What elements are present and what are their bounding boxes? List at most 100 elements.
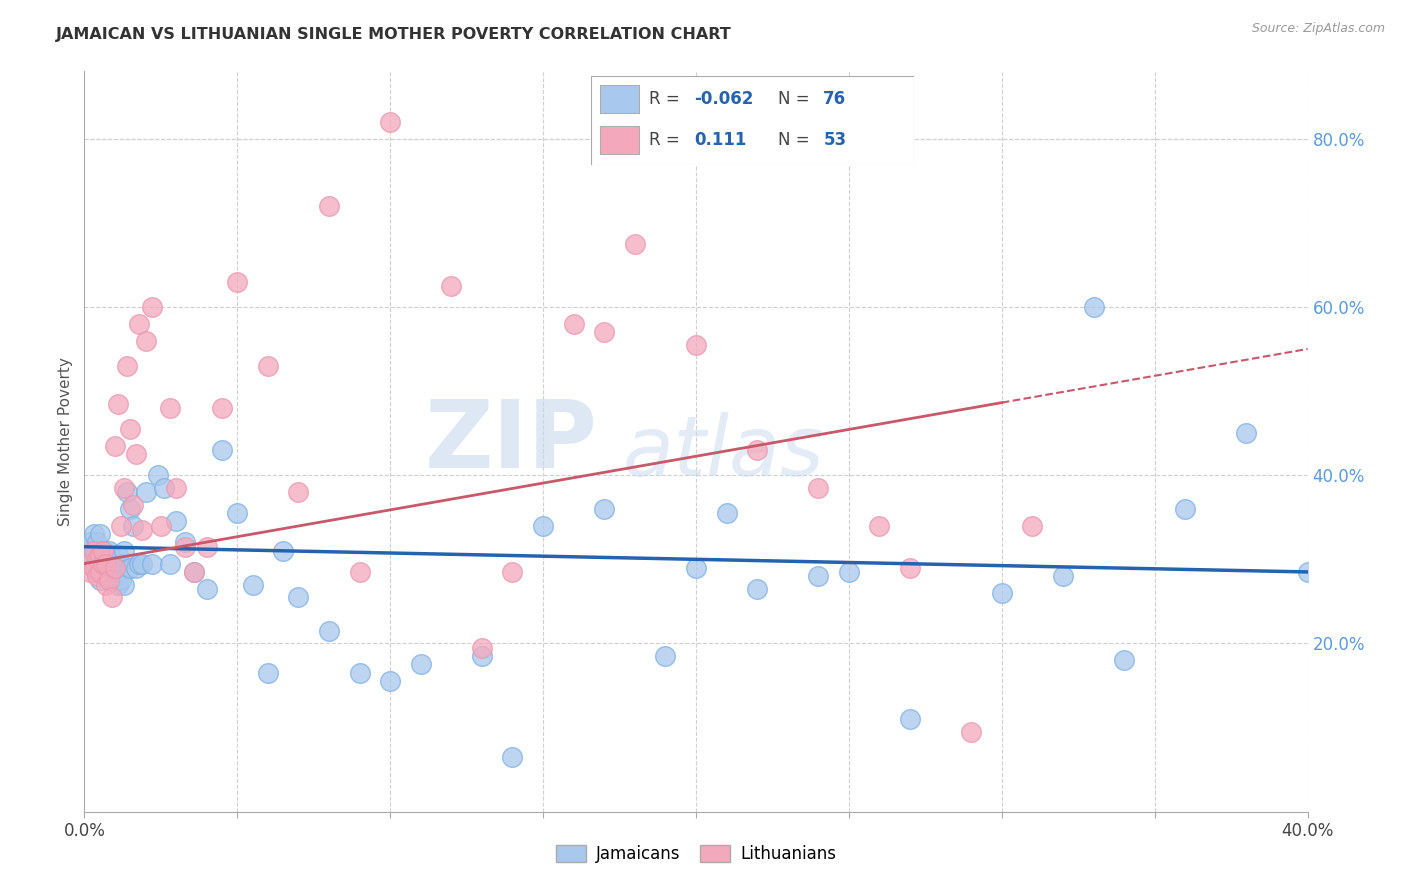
Bar <box>600 126 640 154</box>
Point <box>110 518 132 533</box>
Point <box>1083 300 1105 314</box>
Text: R =: R = <box>648 131 685 149</box>
Point <box>153 481 176 495</box>
Point <box>97 569 120 583</box>
Point <box>654 649 676 664</box>
Text: atlas: atlas <box>623 412 824 493</box>
Point <box>159 401 181 415</box>
Point <box>135 485 157 500</box>
Point <box>440 279 463 293</box>
Point <box>112 481 135 495</box>
Point <box>226 506 249 520</box>
Point <box>101 574 124 588</box>
Point <box>125 447 148 461</box>
Point <box>89 557 111 571</box>
Point <box>898 560 921 574</box>
Point <box>211 401 233 415</box>
Point <box>838 565 860 579</box>
Point <box>122 518 145 533</box>
Point <box>1236 426 1258 441</box>
Point <box>287 590 309 604</box>
Point <box>1174 501 1197 516</box>
Point <box>380 115 402 129</box>
Point <box>159 557 181 571</box>
Point <box>960 724 983 739</box>
Point <box>89 574 111 588</box>
Point <box>685 338 707 352</box>
Point <box>94 548 117 562</box>
Point <box>79 565 101 579</box>
Point <box>115 485 138 500</box>
Point <box>91 557 114 571</box>
Point <box>83 560 105 574</box>
Point <box>562 317 585 331</box>
Point <box>807 481 830 495</box>
Text: Source: ZipAtlas.com: Source: ZipAtlas.com <box>1251 22 1385 36</box>
Point <box>141 557 163 571</box>
Text: N =: N = <box>778 90 815 108</box>
Point <box>110 574 132 588</box>
Point <box>242 577 264 591</box>
Text: -0.062: -0.062 <box>695 90 754 108</box>
Point <box>91 557 114 571</box>
Y-axis label: Single Mother Poverty: Single Mother Poverty <box>58 357 73 526</box>
Point <box>747 582 769 596</box>
Point <box>83 527 105 541</box>
Point <box>89 527 111 541</box>
Point <box>349 565 371 579</box>
Legend: Jamaicans, Lithuanians: Jamaicans, Lithuanians <box>550 838 842 870</box>
Point <box>747 442 769 457</box>
Point <box>183 565 205 579</box>
Point <box>86 569 108 583</box>
Point <box>211 442 233 457</box>
Point <box>1021 518 1043 533</box>
Point <box>86 552 108 566</box>
Point <box>165 515 187 529</box>
Text: N =: N = <box>778 131 815 149</box>
Point <box>104 569 127 583</box>
Point <box>107 397 129 411</box>
Point <box>409 657 432 672</box>
Point <box>593 501 616 516</box>
Point <box>120 560 142 574</box>
Point <box>79 557 101 571</box>
Point <box>131 557 153 571</box>
Point <box>471 640 494 655</box>
Point <box>1114 653 1136 667</box>
Point <box>141 300 163 314</box>
Point <box>104 557 127 571</box>
Point <box>94 569 117 583</box>
Text: ZIP: ZIP <box>425 395 598 488</box>
Point <box>128 557 150 571</box>
Point <box>76 557 98 571</box>
Point <box>79 535 101 549</box>
Point <box>531 518 554 533</box>
Point <box>257 359 280 373</box>
Point <box>91 544 114 558</box>
Point <box>195 540 218 554</box>
Point <box>94 557 117 571</box>
Point <box>271 544 294 558</box>
Point <box>107 577 129 591</box>
Point <box>94 557 117 571</box>
Point <box>1296 565 1319 579</box>
Point <box>146 468 169 483</box>
Point <box>89 565 111 579</box>
Text: R =: R = <box>648 90 685 108</box>
Point <box>86 565 108 579</box>
Point <box>174 535 197 549</box>
Text: JAMAICAN VS LITHUANIAN SINGLE MOTHER POVERTY CORRELATION CHART: JAMAICAN VS LITHUANIAN SINGLE MOTHER POV… <box>56 27 733 42</box>
Text: 53: 53 <box>824 131 846 149</box>
Point <box>380 674 402 689</box>
Point <box>149 518 172 533</box>
Point <box>125 560 148 574</box>
Point <box>76 544 98 558</box>
Point <box>104 439 127 453</box>
Point <box>502 750 524 764</box>
Point <box>807 569 830 583</box>
Point <box>183 565 205 579</box>
Point <box>165 481 187 495</box>
Point <box>97 557 120 571</box>
Point <box>685 560 707 574</box>
Point <box>898 712 921 726</box>
